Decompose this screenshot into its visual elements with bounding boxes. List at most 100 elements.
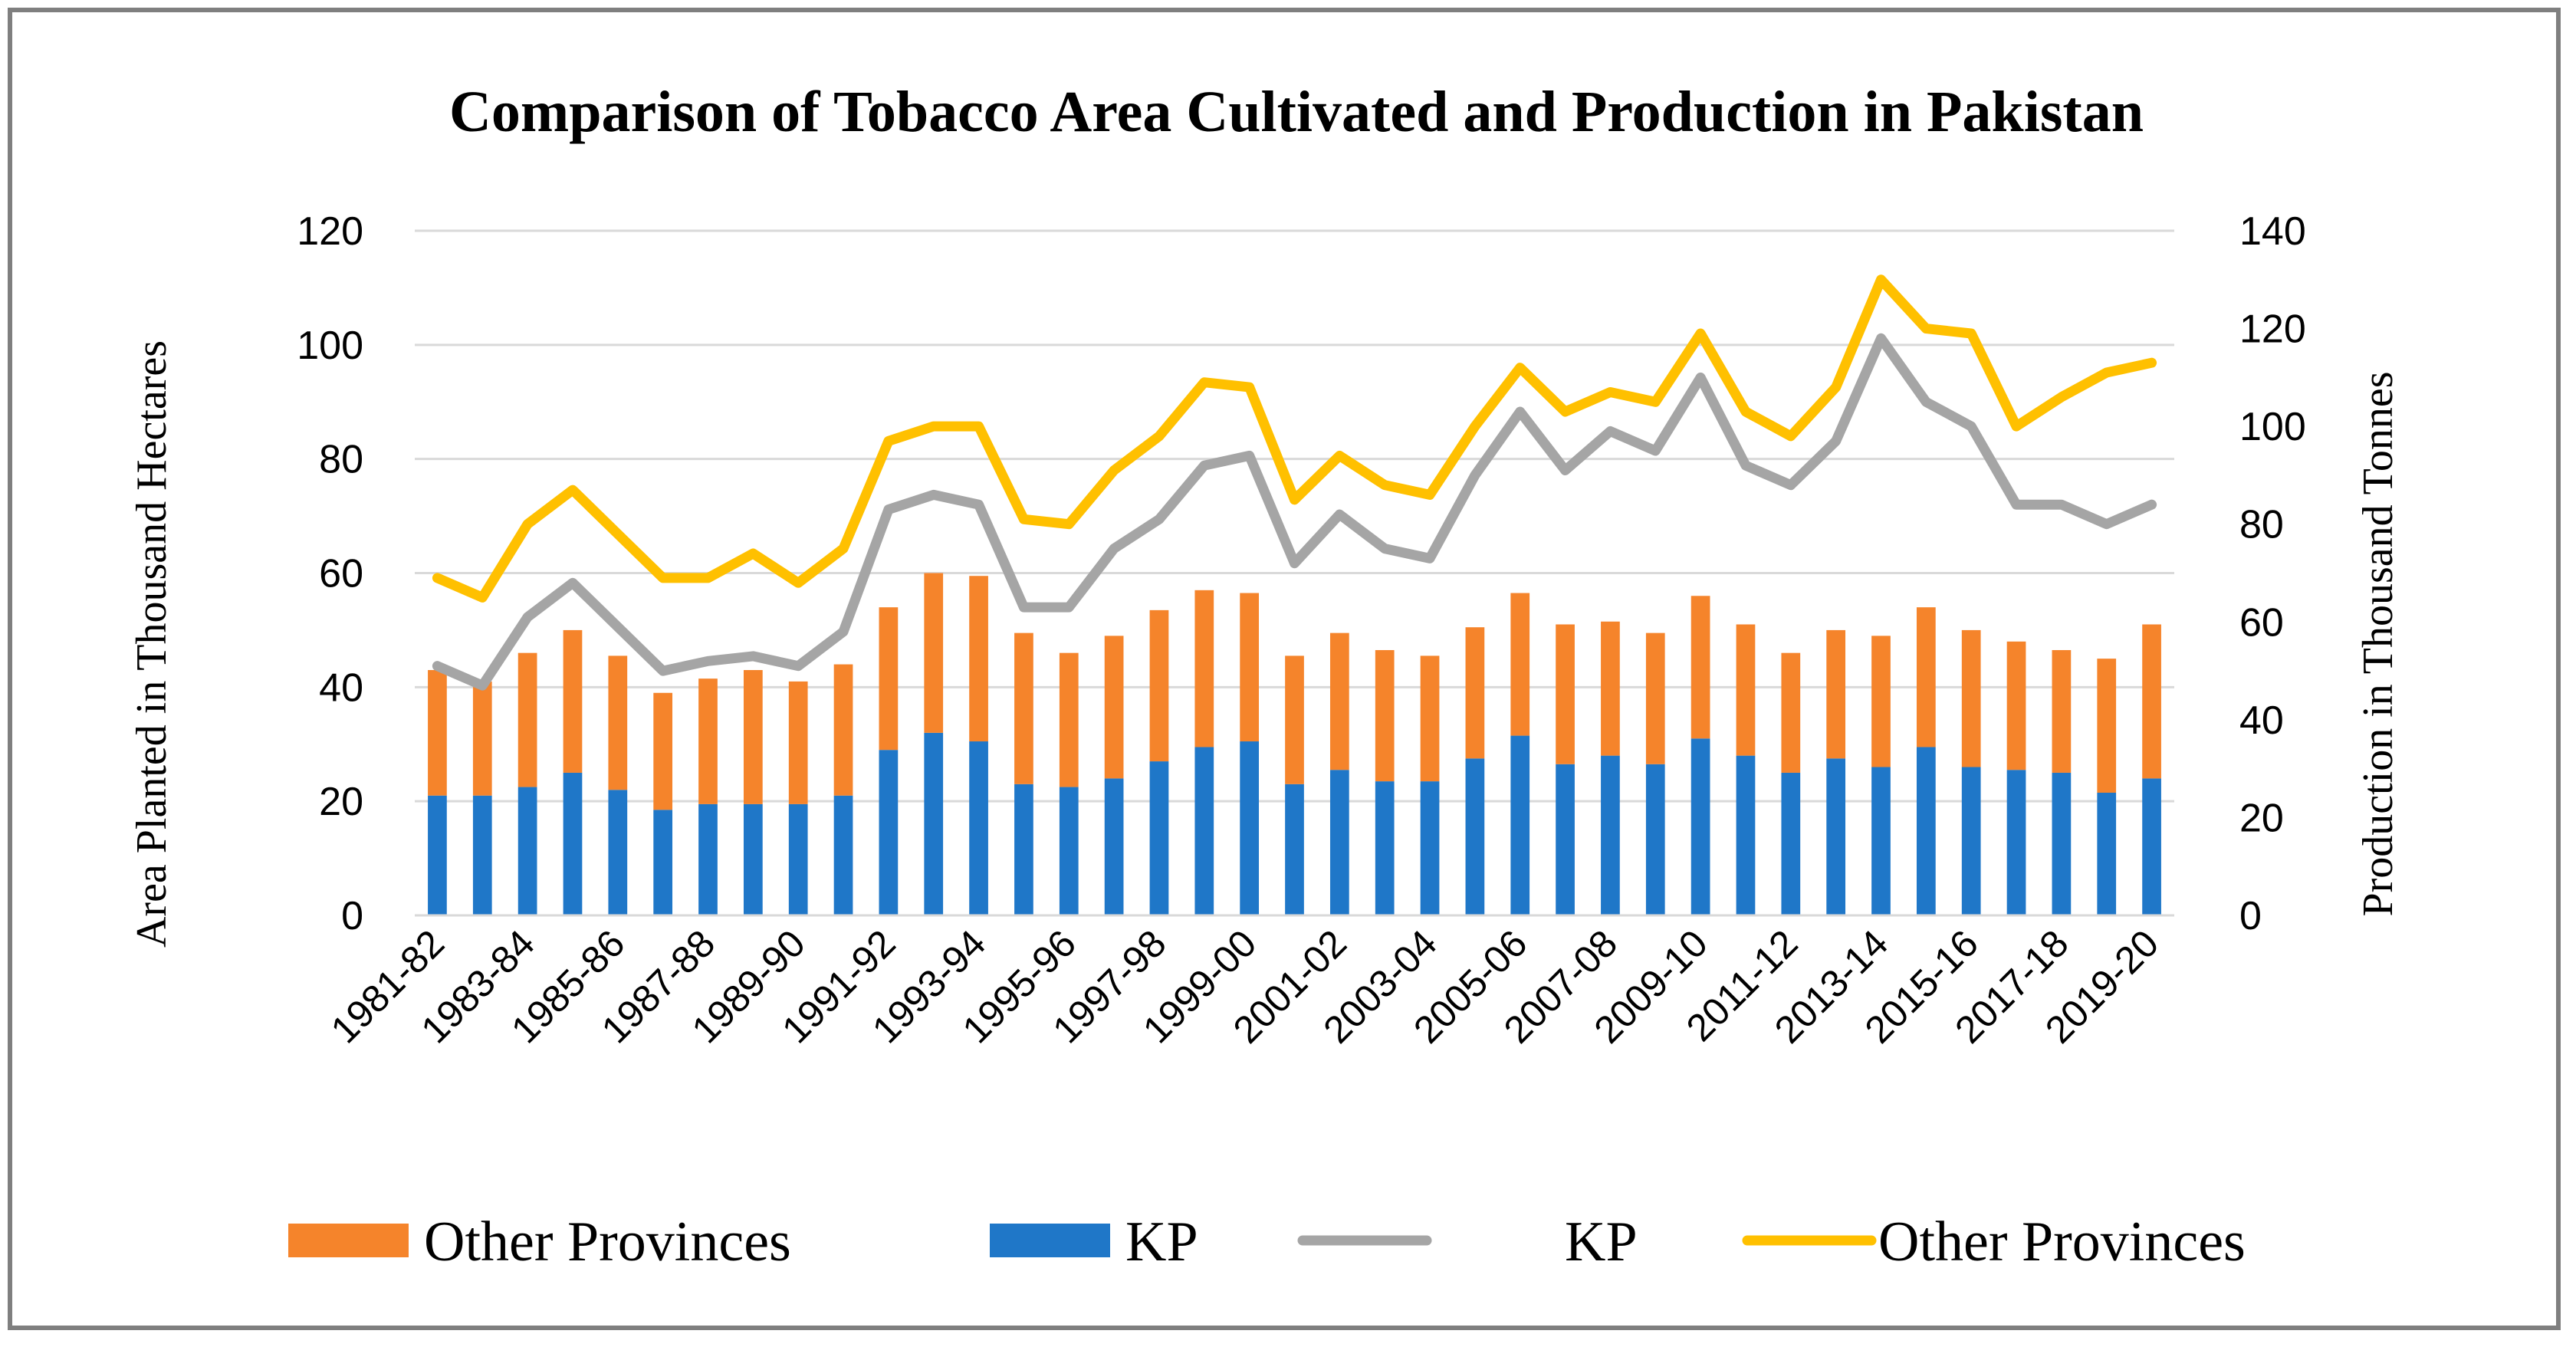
- bar-other-provinces: [698, 678, 718, 804]
- bar-kp: [698, 803, 718, 915]
- bar-kp: [1194, 747, 1214, 915]
- bar-other-provinces: [1104, 636, 1124, 779]
- bar-kp: [563, 772, 583, 915]
- bar-other-provinces: [563, 629, 583, 773]
- bar-other-provinces: [879, 607, 899, 751]
- bar-other-provinces: [1329, 632, 1349, 770]
- bar-other-provinces: [1465, 627, 1485, 759]
- bar-kp: [1781, 772, 1801, 915]
- bar-kp: [833, 795, 853, 915]
- bar-kp: [608, 790, 628, 915]
- y-right-tick-label: 140: [2239, 209, 2306, 254]
- bar-kp: [2006, 770, 2026, 915]
- y-left-tick-label: 120: [297, 209, 363, 254]
- bar-kp: [1059, 787, 1079, 915]
- bar-kp: [1826, 758, 1846, 915]
- bar-kp: [1961, 767, 1981, 915]
- bar-kp: [1510, 735, 1530, 915]
- legend-kp-bar-swatch: [990, 1224, 1110, 1257]
- y-right-tick-label: 100: [2239, 405, 2306, 449]
- bar-other-provinces: [2052, 649, 2072, 773]
- bar-other-provinces: [1736, 624, 1756, 756]
- bar-other-provinces: [1871, 636, 1891, 767]
- bar-kp: [653, 810, 673, 915]
- bar-other-provinces: [1420, 655, 1440, 782]
- y-left-tick-label: 60: [319, 552, 363, 596]
- bar-kp: [1240, 741, 1260, 915]
- y-left-tick-label: 100: [297, 324, 363, 368]
- bar-other-provinces: [2097, 659, 2117, 793]
- y-right-tick-label: 40: [2239, 698, 2284, 743]
- bar-kp: [428, 795, 447, 915]
- bar-kp: [2052, 772, 2072, 915]
- bar-kp: [1149, 761, 1169, 915]
- bar-other-provinces: [1510, 593, 1530, 736]
- y-axis-right-title: Production in Thousand Tonnes: [2354, 371, 2402, 916]
- bar-kp: [743, 803, 763, 915]
- bar-kp: [1375, 781, 1395, 915]
- y-right-tick-label: 20: [2239, 796, 2284, 840]
- bar-kp: [969, 741, 988, 915]
- x-tick-labels: 1981-821983-841985-861987-881989-901991-…: [323, 922, 2167, 1051]
- y-left-tick-label: 20: [319, 780, 363, 824]
- bar-kp: [924, 732, 944, 915]
- bar-other-provinces: [1014, 632, 1033, 784]
- line-other-provinces-production: [432, 274, 2157, 603]
- bar-other-provinces: [833, 664, 853, 796]
- y-left-tick-labels: 0 20 40 60 80 100 120: [297, 209, 363, 938]
- bar-kp: [1645, 764, 1665, 915]
- bar-kp: [2142, 778, 2161, 915]
- bar-kp: [1601, 755, 1620, 915]
- bar-kp: [1916, 747, 1936, 915]
- legend-other-provinces-bar-swatch: [288, 1224, 409, 1257]
- y-right-tick-label: 0: [2239, 894, 2262, 938]
- bar-kp: [1736, 755, 1756, 915]
- bar-kp: [518, 787, 537, 915]
- bar-other-provinces: [1556, 624, 1575, 764]
- bar-kp: [1691, 738, 1710, 915]
- bar-other-provinces: [1285, 655, 1304, 784]
- bar-other-provinces: [518, 652, 537, 787]
- bar-kp: [472, 795, 492, 915]
- bar-other-provinces: [1375, 649, 1395, 782]
- bar-series: [428, 573, 2161, 915]
- bar-kp: [1014, 784, 1033, 915]
- bar-other-provinces: [788, 681, 808, 804]
- bar-other-provinces: [472, 681, 492, 796]
- legend: Other Provinces KP KP Other Provinces: [288, 1211, 2246, 1273]
- y-left-tick-label: 40: [319, 665, 363, 710]
- y-right-tick-label: 60: [2239, 600, 2284, 645]
- y-left-tick-label: 80: [319, 438, 363, 482]
- bar-other-provinces: [1601, 621, 1620, 756]
- line-series: [432, 274, 2157, 691]
- legend-other-provinces-line-label: Other Provinces: [1878, 1211, 2246, 1273]
- bar-other-provinces: [2006, 641, 2026, 770]
- y-left-tick-label: 0: [341, 894, 363, 938]
- bar-other-provinces: [1916, 607, 1936, 747]
- bar-other-provinces: [1059, 652, 1079, 787]
- bar-kp: [2097, 793, 2117, 915]
- bar-other-provinces: [743, 670, 763, 804]
- bar-kp: [1285, 784, 1304, 915]
- bar-other-provinces: [969, 576, 988, 742]
- y-axis-left-title: Area Planted in Thousand Hectares: [128, 340, 176, 948]
- bar-other-provinces: [1781, 652, 1801, 773]
- bar-other-provinces: [1194, 590, 1214, 747]
- line-kp-production: [432, 333, 2157, 691]
- bar-other-provinces: [653, 692, 673, 810]
- bar-kp: [1420, 781, 1440, 915]
- bar-kp: [1556, 764, 1575, 915]
- bar-kp: [1871, 767, 1891, 915]
- bar-other-provinces: [1826, 629, 1846, 759]
- bar-kp: [1329, 770, 1349, 915]
- bar-other-provinces: [1961, 629, 1981, 767]
- y-right-tick-labels: 0 20 40 60 80 100 120 140: [2239, 209, 2306, 938]
- y-right-tick-label: 80: [2239, 503, 2284, 547]
- bar-kp: [879, 750, 899, 915]
- bar-other-provinces: [608, 655, 628, 790]
- legend-kp-bar-label: KP: [1125, 1211, 1198, 1273]
- bar-other-provinces: [428, 670, 447, 796]
- bar-other-provinces: [924, 573, 944, 733]
- chart-svg: Comparison of Tobacco Area Cultivated an…: [128, 80, 2402, 1273]
- chart-title: Comparison of Tobacco Area Cultivated an…: [449, 80, 2144, 144]
